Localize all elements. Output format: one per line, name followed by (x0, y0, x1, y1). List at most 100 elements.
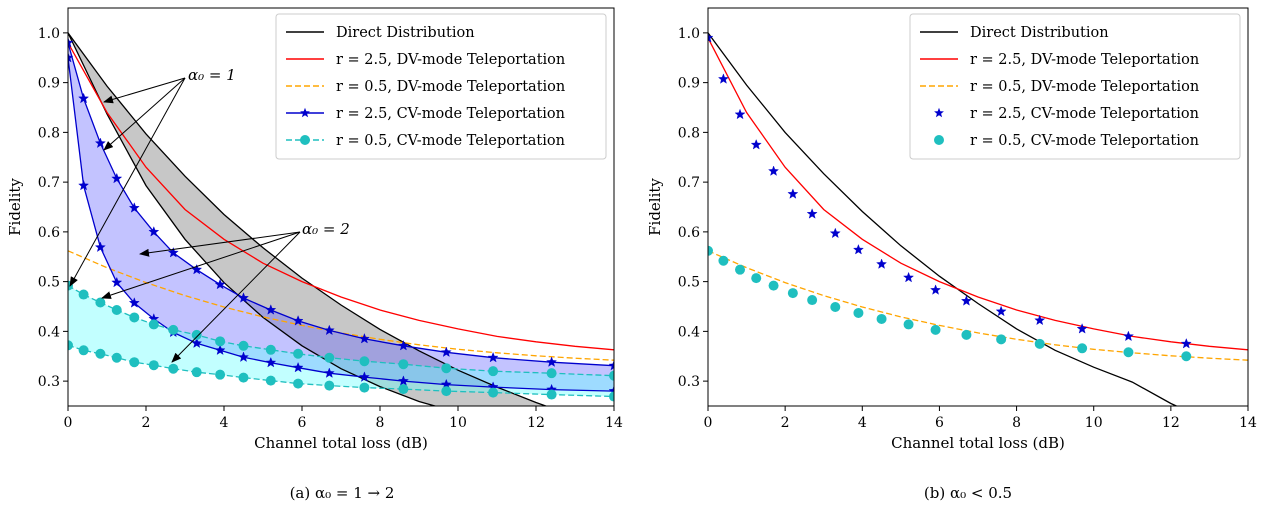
data-point-circle (95, 297, 106, 308)
data-point-circle (441, 386, 452, 397)
data-point-star (787, 188, 799, 199)
x-tick-label: 12 (527, 415, 545, 431)
data-point-circle (359, 356, 370, 367)
data-point-star (903, 271, 915, 283)
series-line-direct_a2 (68, 32, 438, 406)
data-point-circle (129, 312, 140, 323)
y-tick-label: 0.5 (38, 275, 60, 291)
data-point-circle (853, 307, 864, 318)
data-point-star (358, 371, 370, 382)
annotation-alpha1: α₀ = 1 (188, 66, 236, 84)
data-point-circle (95, 348, 106, 359)
data-point-circle (359, 382, 370, 393)
data-point-circle (168, 324, 179, 335)
x-tick-label: 4 (220, 415, 229, 431)
y-axis-label: Fidelity (6, 178, 24, 236)
x-tick-label: 0 (64, 415, 73, 431)
legend-label: r = 0.5, DV-mode Teleportation (336, 79, 565, 95)
data-point-circle (961, 329, 972, 340)
data-point-circle (930, 324, 941, 335)
data-point-star (397, 340, 409, 351)
data-point-star (960, 295, 972, 306)
data-point-circle (830, 301, 841, 312)
data-point-circle (398, 359, 409, 370)
x-tick-label: 4 (858, 415, 867, 431)
data-point-star (608, 359, 614, 371)
data-point-star (238, 351, 249, 362)
annotation-arrow (171, 231, 301, 363)
legend: Direct Distribution r = 2.5, DV-mode Tele… (909, 13, 1241, 160)
data-point-circle (215, 336, 226, 347)
data-point-circle (787, 288, 798, 299)
data-point-star (128, 202, 140, 213)
data-point-circle (1181, 351, 1192, 362)
data-point-star (191, 337, 203, 348)
data-point-circle (398, 384, 409, 395)
caption-panel-b: (b) α₀ < 0.5 (923, 484, 1013, 502)
legend-box (275, 13, 607, 160)
y-tick-label: 0.7 (678, 175, 700, 191)
data-point-star (265, 304, 277, 315)
data-point-star (546, 356, 558, 367)
chart-panel-b: 0 2 4 6 8 10 12 14 0.3 0.4 0.5 0.6 0.7 0.8 0.9 1.0 Chann… (646, 7, 1257, 452)
data-point-circle (324, 352, 335, 363)
data-point-star (852, 244, 864, 255)
y-tick-label: 0.9 (678, 76, 700, 92)
data-point-circle (488, 366, 499, 377)
x-tick-label: 14 (605, 415, 623, 431)
data-point-circle (238, 340, 249, 351)
shaded-band (68, 42, 614, 392)
data-point-circle (111, 304, 122, 315)
data-point-star (214, 278, 226, 290)
legend-label: r = 0.5, DV-mode Teleportation (970, 79, 1199, 95)
data-point-circle (807, 295, 818, 306)
x-tick-label: 12 (1162, 415, 1180, 431)
data-point-star (68, 37, 74, 48)
data-point-circle (168, 363, 179, 374)
legend-label: r = 2.5, CV-mode Teleportation (336, 106, 565, 122)
axes-frame (67, 7, 615, 407)
data-point-star (750, 139, 762, 150)
x-tick-label: 6 (935, 415, 944, 431)
data-point-star (94, 241, 106, 252)
data-point-circle (876, 313, 887, 324)
data-point-circle (1034, 338, 1045, 349)
data-point-circle (546, 389, 557, 400)
data-point-star (1076, 323, 1088, 334)
x-tick-label: 8 (1012, 415, 1021, 431)
x-tick-label: 8 (376, 415, 385, 431)
y-tick-label: 0.4 (678, 324, 700, 340)
y-tick-label: 0.3 (38, 374, 60, 390)
shaded-band (68, 285, 614, 397)
x-axis-label: Channel total loss (dB) (254, 434, 428, 452)
data-point-star (930, 284, 942, 295)
data-point-circle (768, 280, 779, 291)
data-point-circle (148, 360, 159, 371)
annotation-alpha2: α₀ = 2 (302, 220, 350, 238)
legend-label: r = 2.5, DV-mode Teleportation (336, 52, 565, 68)
data-point-star (323, 324, 335, 336)
legend-label: r = 0.5, CV-mode Teleportation (336, 133, 565, 149)
data-point-circle (609, 391, 614, 402)
data-point-star (829, 227, 841, 239)
data-point-star (167, 247, 179, 258)
legend-label: r = 2.5, DV-mode Teleportation (970, 52, 1199, 68)
data-point-star (768, 165, 780, 176)
legend-label: Direct Distribution (336, 25, 475, 41)
legend-label: r = 0.5, CV-mode Teleportation (970, 133, 1199, 149)
data-point-star (292, 361, 304, 373)
data-point-star (111, 276, 123, 288)
data-point-star (806, 208, 818, 219)
annotation-arrow (69, 77, 186, 287)
data-point-circle (265, 344, 276, 355)
plot-area (708, 32, 1248, 406)
data-point-star (78, 179, 90, 191)
data-point-star (717, 73, 729, 84)
x-tick-label: 10 (1085, 415, 1103, 431)
series-line-direct (708, 32, 1179, 406)
x-tick-label: 10 (449, 415, 467, 431)
legend-swatch-circle (300, 135, 310, 145)
y-tick-label: 1.0 (678, 26, 700, 42)
series-line-dv25 (68, 42, 614, 351)
data-point-circle (324, 380, 335, 391)
